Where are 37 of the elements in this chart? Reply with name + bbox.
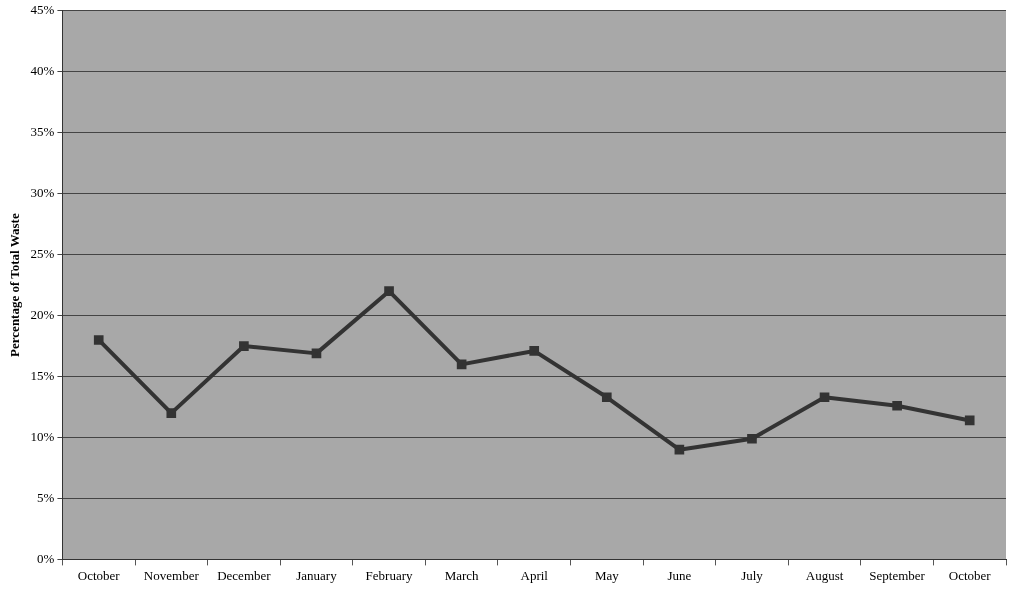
x-tick-label: June bbox=[667, 567, 692, 583]
point bbox=[747, 433, 757, 444]
x-tick-label: July bbox=[741, 567, 764, 583]
y-tick-label: 30% bbox=[30, 185, 55, 201]
y-tick-label: 20% bbox=[30, 307, 55, 322]
point bbox=[964, 415, 975, 426]
y-tick-label: 25% bbox=[30, 246, 55, 262]
point bbox=[456, 359, 467, 370]
y-tick-label: 15% bbox=[30, 367, 55, 383]
point bbox=[311, 348, 322, 359]
x-tick-label: February bbox=[365, 567, 414, 583]
point bbox=[529, 346, 540, 356]
point bbox=[384, 286, 394, 297]
y-axis-title: Percentage of Total Waste bbox=[7, 213, 23, 357]
point bbox=[601, 392, 612, 403]
y-tick-label: 0% bbox=[37, 550, 55, 566]
point bbox=[239, 341, 249, 351]
x-tick-label: October bbox=[948, 567, 992, 583]
point bbox=[674, 444, 685, 455]
x-tick-label: December bbox=[217, 567, 272, 583]
point bbox=[166, 408, 177, 418]
point bbox=[93, 335, 104, 345]
x-tick-label: April bbox=[520, 567, 549, 583]
x-tick-label: October bbox=[77, 567, 121, 583]
point bbox=[892, 400, 902, 411]
y-tick-label: 45% bbox=[30, 2, 55, 18]
y-tick-label: 35% bbox=[30, 124, 55, 140]
x-tick-label: March bbox=[444, 567, 480, 583]
x-tick-label: November bbox=[143, 567, 200, 583]
x-tick-label: August bbox=[805, 567, 844, 583]
y-tick-label: 40% bbox=[30, 63, 55, 79]
y-tick-label: 5% bbox=[37, 489, 55, 505]
x-tick-label: January bbox=[296, 567, 338, 583]
x-tick-label: May bbox=[594, 567, 620, 583]
x-tick-label: September bbox=[869, 567, 926, 583]
y-tick-label: 10% bbox=[30, 428, 55, 444]
point bbox=[819, 392, 830, 403]
